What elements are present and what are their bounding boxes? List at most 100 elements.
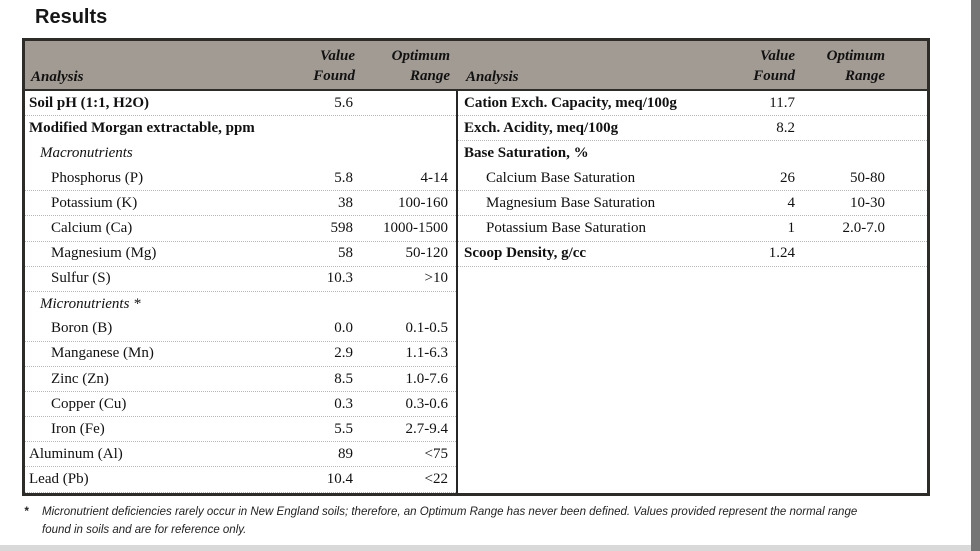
- footnote-line2: found in soils and are for reference onl…: [42, 523, 247, 536]
- page-edge-strip-bottom: [0, 545, 971, 551]
- footnote: * Micronutrient deficiencies rarely occu…: [24, 504, 924, 540]
- value-found: 2.9: [334, 345, 353, 362]
- analysis-label: Modified Morgan extractable, ppm: [29, 120, 255, 137]
- header-value-found-right: Value Found: [725, 46, 795, 87]
- analysis-label: Micronutrients *: [40, 295, 141, 312]
- analysis-label: Iron (Fe): [51, 420, 105, 437]
- value-found: 58: [338, 245, 353, 262]
- value-found: 0.0: [334, 320, 353, 337]
- optimum-range: 100-160: [398, 194, 448, 211]
- value-found: 4: [787, 194, 796, 211]
- table-row: Lead (Pb) 10.4 <22: [25, 467, 456, 493]
- optimum-range: <22: [424, 470, 448, 487]
- table-header: Analysis Value Found Optimum Range Analy…: [25, 41, 927, 91]
- table-row: Manganese (Mn) 2.9 1.1-6.3: [25, 342, 456, 368]
- table-row: Micronutrients *: [25, 292, 456, 317]
- value-found: 0.3: [334, 395, 353, 412]
- table-row: Boron (B) 0.0 0.1-0.5: [25, 317, 456, 342]
- analysis-label: Zinc (Zn): [51, 370, 109, 387]
- header-range-line2: Range: [844, 67, 885, 84]
- analysis-label: Magnesium (Mg): [51, 245, 157, 262]
- analysis-label: Magnesium Base Saturation: [486, 194, 656, 211]
- analysis-label: Lead (Pb): [29, 470, 89, 487]
- table-row: Copper (Cu) 0.3 0.3-0.6: [25, 392, 456, 418]
- optimum-range: 1.1-6.3: [405, 345, 449, 362]
- table-body: Soil pH (1:1, H2O) 5.6 Modified Morgan ext…: [25, 91, 927, 493]
- value-found: 10.3: [326, 270, 353, 287]
- analysis-label: Potassium (K): [51, 194, 138, 211]
- analysis-label: Macronutrients: [40, 145, 133, 162]
- analysis-label: Sulfur (S): [51, 270, 111, 287]
- value-found: 1: [787, 220, 796, 237]
- optimum-range: 0.1-0.5: [405, 320, 449, 337]
- footnote-text: Micronutrient deficiencies rarely occur …: [42, 504, 924, 540]
- optimum-range: 50-80: [850, 169, 885, 186]
- analysis-label: Phosphorus (P): [51, 169, 144, 186]
- table-header-left: Analysis Value Found Optimum Range: [25, 41, 458, 89]
- table-row: Potassium Base Saturation 1 2.0-7.0: [458, 216, 927, 242]
- table-row: Sulfur (S) 10.3 >10: [25, 267, 456, 292]
- table-row: Soil pH (1:1, H2O) 5.6: [25, 91, 456, 117]
- table-row: Macronutrients: [25, 141, 456, 166]
- footnote-line1: Micronutrient deficiencies rarely occur …: [42, 506, 858, 518]
- table-row: Aluminum (Al) 89 <75: [25, 442, 456, 468]
- page-title: Results: [35, 6, 108, 28]
- table-column-left: Soil pH (1:1, H2O) 5.6 Modified Morgan ext…: [25, 91, 458, 493]
- analysis-label: Scoop Density, g/cc: [464, 245, 587, 262]
- table-row: Base Saturation, %: [458, 141, 927, 166]
- results-table: Analysis Value Found Optimum Range Analy…: [22, 38, 930, 496]
- value-found: 5.6: [334, 94, 353, 111]
- optimum-range: 50-120: [405, 245, 449, 262]
- optimum-range: 1000-1500: [383, 220, 448, 237]
- analysis-label: Manganese (Mn): [51, 345, 154, 362]
- analysis-label: Calcium Base Saturation: [486, 169, 636, 186]
- value-found: 89: [338, 445, 353, 462]
- analysis-label: Boron (B): [51, 320, 113, 337]
- analysis-label: Base Saturation, %: [464, 145, 589, 162]
- optimum-range: 4-14: [420, 169, 449, 186]
- header-range-line1: Optimum: [826, 47, 885, 64]
- page-edge-strip-right: [971, 0, 980, 551]
- analysis-label: Potassium Base Saturation: [486, 220, 646, 237]
- table-row: Phosphorus (P) 5.8 4-14: [25, 166, 456, 192]
- optimum-range: 2.7-9.4: [405, 420, 449, 437]
- analysis-label: Soil pH (1:1, H2O): [29, 94, 150, 111]
- value-found: 5.5: [334, 420, 353, 437]
- header-optimum-range-left: Optimum Range: [355, 46, 450, 87]
- analysis-label: Copper (Cu): [51, 395, 127, 412]
- header-analysis-left: Analysis: [31, 69, 84, 85]
- header-value-line1: Value: [759, 47, 795, 64]
- header-range-line1: Optimum: [391, 47, 450, 64]
- header-value-line1: Value: [319, 47, 355, 64]
- table-row: Modified Morgan extractable, ppm: [25, 116, 456, 141]
- optimum-range: <75: [424, 445, 448, 462]
- table-row: Exch. Acidity, meq/100g 8.2: [458, 116, 927, 142]
- optimum-range: 1.0-7.6: [405, 370, 449, 387]
- analysis-label: Aluminum (Al): [29, 445, 123, 462]
- value-found: 5.8: [334, 169, 353, 186]
- footnote-asterisk: *: [24, 506, 29, 518]
- value-found: 8.5: [334, 370, 353, 387]
- optimum-range: 10-30: [850, 194, 885, 211]
- table-row: Scoop Density, g/cc 1.24: [458, 242, 927, 267]
- table-row: Magnesium (Mg) 58 50-120: [25, 242, 456, 267]
- table-row: Calcium Base Saturation 26 50-80: [458, 166, 927, 192]
- header-value-found-left: Value Found: [285, 46, 355, 87]
- analysis-label: Cation Exch. Capacity, meq/100g: [464, 94, 677, 111]
- value-found: 10.4: [326, 470, 353, 487]
- value-found: 8.2: [776, 119, 795, 136]
- table-row: Potassium (K) 38 100-160: [25, 191, 456, 217]
- value-found: 1.24: [768, 245, 795, 262]
- value-found: 11.7: [769, 94, 795, 111]
- header-optimum-range-right: Optimum Range: [795, 46, 885, 87]
- table-row: Iron (Fe) 5.5 2.7-9.4: [25, 417, 456, 443]
- table-row: Zinc (Zn) 8.5 1.0-7.6: [25, 367, 456, 393]
- optimum-range: 0.3-0.6: [405, 395, 449, 412]
- table-row: Calcium (Ca) 598 1000-1500: [25, 216, 456, 242]
- optimum-range: 2.0-7.0: [842, 220, 886, 237]
- value-found: 26: [780, 169, 795, 186]
- table-header-right: Analysis Value Found Optimum Range: [458, 41, 927, 89]
- analysis-label: Calcium (Ca): [51, 220, 133, 237]
- header-range-line2: Range: [409, 67, 450, 84]
